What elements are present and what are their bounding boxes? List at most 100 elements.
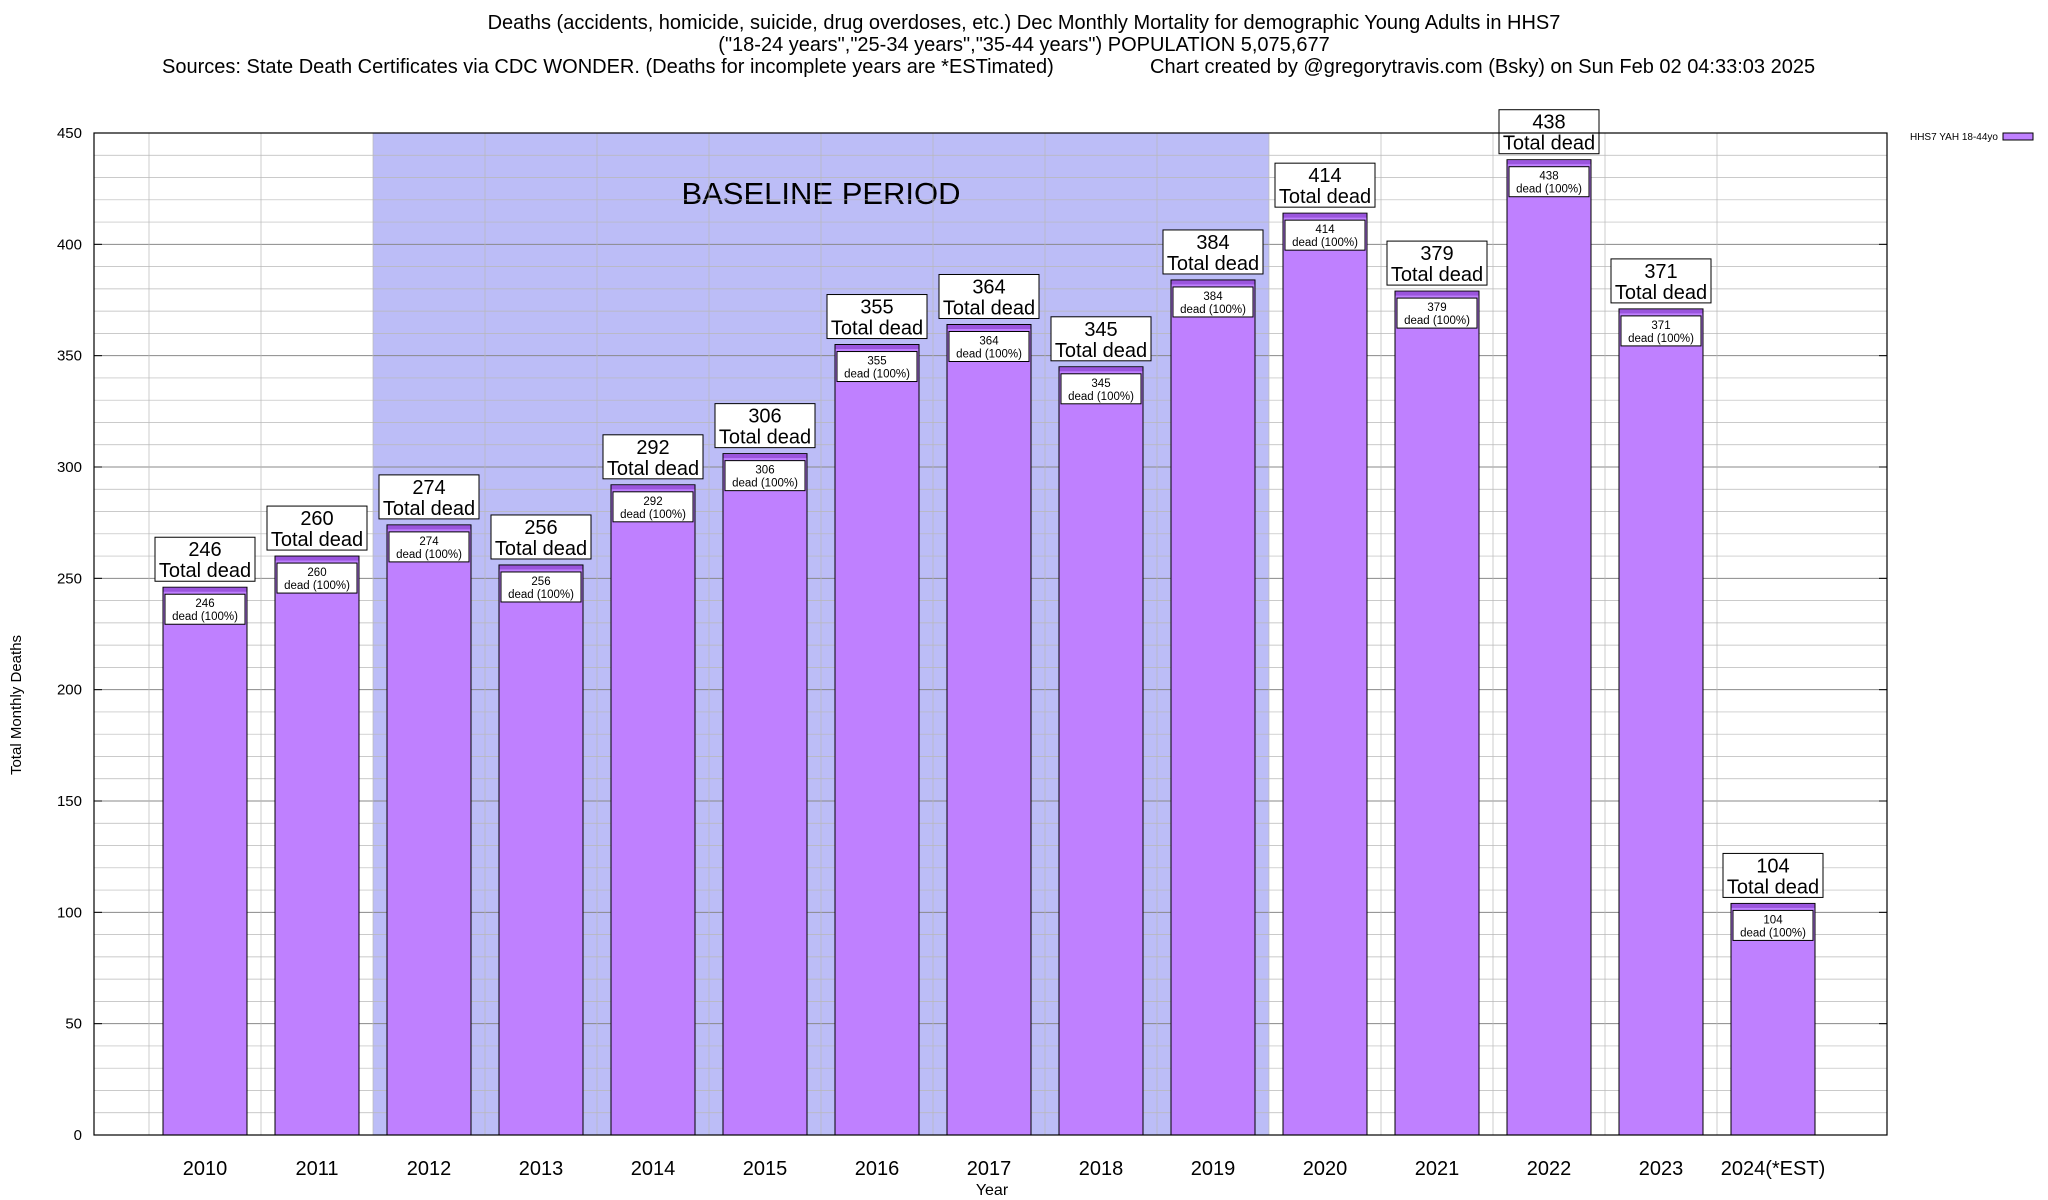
x-tick-label: 2020 (1303, 1158, 1348, 1180)
inner-percent-label: dead (100%) (1180, 304, 1246, 316)
total-dead-label: Total dead (607, 458, 699, 480)
total-label-box (1386, 240, 1488, 286)
x-tick-label: 2024(*EST) (1721, 1158, 1826, 1180)
total-value-label: 371 (1644, 261, 1677, 283)
inner-label-box (1732, 909, 1814, 941)
plot-frame (93, 132, 1888, 1136)
inner-percent-label: dead (100%) (1628, 333, 1694, 345)
total-value-label: 355 (860, 297, 893, 319)
legend-swatch (2002, 132, 2034, 141)
total-dead-label: Total dead (1055, 340, 1147, 362)
bar (722, 453, 808, 1136)
inner-value-label: 355 (867, 356, 886, 368)
inner-label-box (164, 593, 246, 625)
x-tick-label: 2013 (519, 1158, 564, 1180)
total-label-box (378, 474, 480, 520)
y-tick-label: 50 (65, 1016, 82, 1033)
inner-value-label: 292 (643, 496, 662, 508)
bar (834, 344, 920, 1136)
total-dead-label: Total dead (943, 297, 1035, 319)
x-tick-label: 2014 (631, 1158, 676, 1180)
bar (946, 323, 1032, 1136)
inner-label-box (276, 562, 358, 594)
bar-cap (1731, 903, 1815, 908)
inner-label-box (1284, 219, 1366, 251)
total-label-box (490, 514, 592, 560)
bar (610, 484, 696, 1136)
bar (1170, 279, 1256, 1136)
x-tick-label: 2023 (1639, 1158, 1684, 1180)
inner-label-box (500, 571, 582, 603)
x-tick-label: 2019 (1191, 1158, 1236, 1180)
total-dead-label: Total dead (1615, 282, 1707, 304)
chart-subtitle: ("18-24 years","25-34 years","35-44 year… (718, 34, 1330, 56)
bar-cap (611, 485, 695, 490)
inner-value-label: 104 (1763, 914, 1783, 926)
inner-value-label: 438 (1539, 171, 1558, 183)
total-value-label: 414 (1308, 165, 1341, 187)
x-axis-label: Year (976, 1182, 1009, 1199)
inner-percent-label: dead (100%) (508, 589, 574, 601)
legend-entry-label: HHS7 YAH 18-44yo (1910, 132, 1998, 143)
inner-label-box (612, 491, 694, 523)
total-label-box (1050, 316, 1152, 362)
inner-percent-label: dead (100%) (732, 478, 798, 490)
bar (1394, 290, 1480, 1136)
bar (1282, 212, 1368, 1136)
total-label-box (602, 434, 704, 480)
inner-value-label: 384 (1203, 291, 1223, 303)
bar (274, 555, 360, 1136)
bar (1618, 308, 1704, 1136)
bar (162, 586, 248, 1136)
total-value-label: 306 (748, 406, 781, 428)
y-axis-label: Total Monthly Deaths (8, 635, 25, 775)
x-tick-label: 2012 (407, 1158, 452, 1180)
bar-cap (947, 324, 1031, 329)
total-dead-label: Total dead (1391, 264, 1483, 286)
total-value-label: 274 (412, 477, 445, 499)
total-value-label: 260 (300, 508, 333, 530)
inner-percent-label: dead (100%) (620, 509, 686, 521)
x-tick-label: 2016 (855, 1158, 900, 1180)
total-label-box (154, 536, 256, 582)
y-tick-label: 450 (57, 125, 82, 142)
inner-percent-label: dead (100%) (1740, 927, 1806, 939)
bar (1058, 366, 1144, 1136)
bar (386, 524, 472, 1136)
y-tick-label: 0 (74, 1127, 82, 1144)
inner-percent-label: dead (100%) (1068, 391, 1134, 403)
total-dead-label: Total dead (1503, 133, 1595, 155)
bar-cap (723, 454, 807, 459)
inner-label-box (1396, 297, 1478, 329)
y-tick-label: 400 (57, 236, 82, 253)
x-tick-label: 2022 (1527, 1158, 1572, 1180)
x-tick-label: 2010 (183, 1158, 228, 1180)
bar-cap (1395, 291, 1479, 296)
inner-label-box (1172, 286, 1254, 318)
inner-label-box (836, 351, 918, 383)
total-label-box (1162, 229, 1264, 275)
bar-cap (1507, 160, 1591, 165)
total-label-box (266, 505, 368, 551)
inner-percent-label: dead (100%) (956, 348, 1022, 360)
bar (498, 564, 584, 1136)
total-dead-label: Total dead (495, 538, 587, 560)
total-label-box (1722, 852, 1824, 898)
x-tick-label: 2021 (1415, 1158, 1460, 1180)
legend: HHS7 YAH 18-44yo (1910, 132, 2034, 143)
total-label-box (714, 403, 816, 449)
total-dead-label: Total dead (159, 560, 251, 582)
y-tick-label: 200 (57, 682, 82, 699)
inner-label-box (1060, 373, 1142, 405)
chart-credit: Chart created by @gregorytravis.com (Bsk… (1150, 56, 1816, 78)
inner-label-box (724, 460, 806, 492)
total-dead-label: Total dead (1279, 186, 1371, 208)
inner-percent-label: dead (100%) (844, 369, 910, 381)
inner-label-box (948, 330, 1030, 362)
y-tick-label: 100 (57, 904, 82, 921)
bar-cap (1619, 309, 1703, 314)
total-value-label: 104 (1756, 855, 1789, 877)
bar-cap (387, 525, 471, 530)
inner-value-label: 256 (531, 576, 550, 588)
bar-cap (1283, 213, 1367, 218)
